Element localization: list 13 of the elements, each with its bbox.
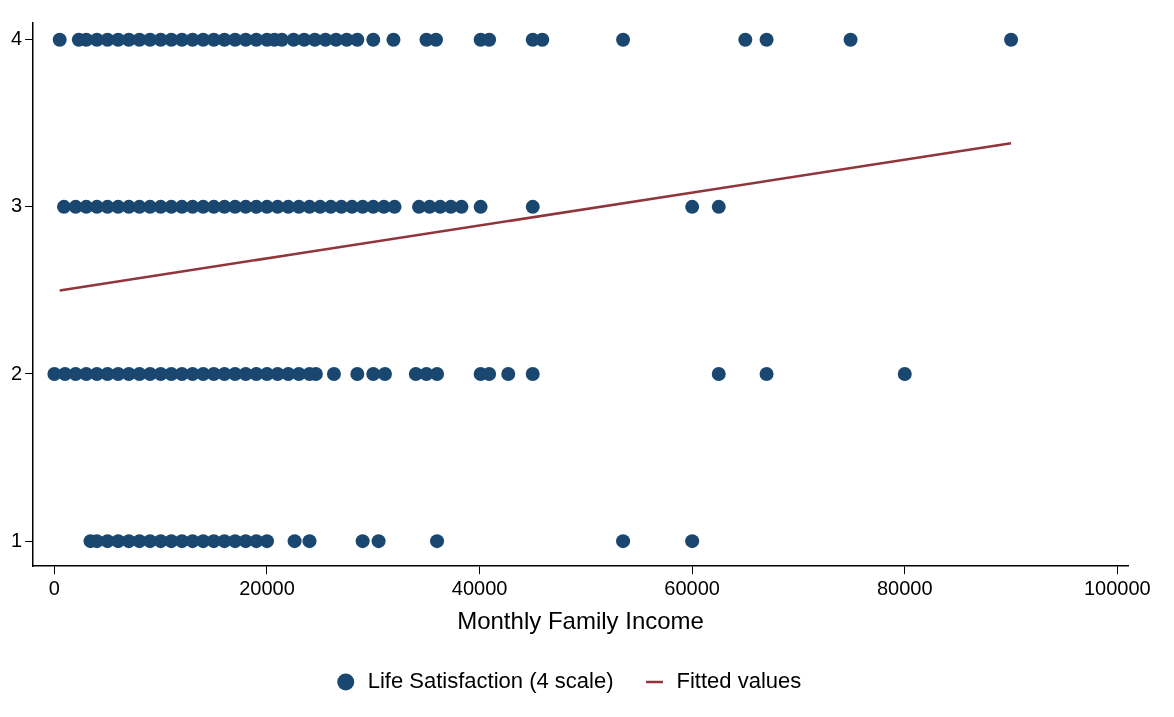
legend-label: Fitted values xyxy=(676,668,802,694)
legend-label: Life Satisfaction (4 scale) xyxy=(367,668,614,694)
x-tick-label: 20000 xyxy=(239,576,295,599)
x-tick-label: 80000 xyxy=(876,576,933,599)
y-tick-label: 1 xyxy=(11,528,23,551)
x-tick-label: 100000 xyxy=(1084,576,1151,599)
y-tick-label: 4 xyxy=(11,27,23,50)
y-tick-label: 2 xyxy=(11,361,23,384)
x-tick-label: 0 xyxy=(48,576,60,599)
y-tick-label: 3 xyxy=(11,194,23,217)
x-tick-label: 40000 xyxy=(451,576,508,599)
x-tick-label: 60000 xyxy=(664,576,720,599)
x-axis-title: Monthly Family Income xyxy=(457,607,704,635)
